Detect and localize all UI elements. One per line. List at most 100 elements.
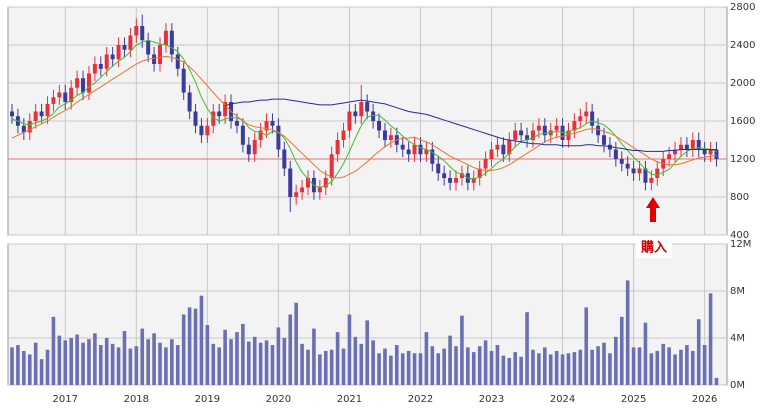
candle-body: [637, 168, 642, 174]
volume-bar: [548, 354, 553, 385]
volume-bar: [696, 319, 701, 385]
candle-body: [217, 111, 222, 117]
candle-body: [454, 178, 458, 183]
candle-body: [684, 144, 689, 150]
volume-bar: [400, 353, 405, 385]
candle-body: [317, 187, 322, 193]
candle-body: [489, 149, 494, 159]
volume-bar: [158, 342, 162, 385]
volume-bar: [241, 323, 245, 385]
volume-bar: [625, 280, 630, 385]
volume-bar: [33, 342, 38, 385]
volume-bar: [22, 350, 26, 385]
candle-body: [33, 111, 38, 121]
candle-body: [501, 144, 506, 155]
volume-bar: [146, 339, 150, 385]
candle-body: [353, 111, 358, 117]
candle-body: [418, 144, 423, 155]
y-tick-label: 2800: [730, 2, 755, 13]
candle-body: [306, 178, 310, 188]
volume-bar: [359, 343, 364, 385]
y-tick-label: 800: [730, 192, 749, 203]
volume-bar: [45, 349, 50, 385]
volume-bar: [229, 339, 233, 385]
volume-bar: [483, 340, 488, 385]
volume-bar: [217, 347, 221, 385]
volume-bar: [306, 349, 310, 385]
volume-bar: [341, 348, 346, 385]
volume-bar: [691, 350, 695, 385]
moving-average-line: [11, 39, 717, 189]
volume-bar: [537, 353, 541, 385]
volume-bar: [454, 346, 458, 385]
volume-bar: [383, 348, 387, 385]
y-tick-label: 400: [730, 230, 749, 241]
volume-bar: [335, 332, 340, 385]
volume-bar: [560, 354, 565, 385]
y-tick-label: 2400: [730, 40, 755, 51]
x-tick-label: 2019: [195, 394, 220, 405]
candle-body: [294, 192, 299, 197]
candle-body: [702, 149, 707, 155]
volume-bar: [667, 347, 671, 385]
volume-bar: [649, 353, 654, 385]
candle-body: [359, 102, 364, 117]
volume-bar: [655, 350, 660, 385]
y-tick-label: 8M: [730, 286, 745, 297]
volume-bar: [199, 295, 204, 385]
volume-bar: [170, 339, 174, 385]
candle-body: [424, 149, 429, 155]
volume-bar: [389, 355, 393, 385]
candle-body: [436, 163, 441, 174]
volume-bar: [572, 352, 577, 385]
candle-body: [134, 26, 139, 36]
candle-body: [649, 178, 654, 183]
volume-bar: [466, 347, 470, 385]
y-tick-label: 2000: [730, 78, 755, 89]
candle-body: [477, 168, 482, 178]
y-tick-label: 4M: [730, 333, 745, 344]
candle-body: [507, 140, 512, 155]
candle-body: [525, 135, 530, 140]
annotation-box: [636, 238, 672, 258]
volume-bar: [152, 333, 156, 385]
volume-bar: [631, 347, 636, 385]
volume-bar: [104, 338, 109, 385]
candle-body: [643, 168, 648, 183]
candle-body: [163, 30, 168, 45]
candle-body: [513, 130, 518, 140]
volume-bar: [608, 353, 612, 385]
candle-body: [566, 130, 571, 140]
volume-bar: [584, 307, 589, 385]
candle-body: [81, 78, 86, 93]
candle-body: [86, 73, 91, 93]
volume-bar: [10, 347, 14, 385]
candle-body: [341, 130, 346, 140]
volume-bar: [371, 340, 375, 385]
volume-bar: [489, 350, 494, 385]
candle-body: [264, 121, 269, 131]
volume-bar: [643, 322, 648, 385]
candle-body: [690, 140, 695, 150]
candle-body: [554, 125, 559, 131]
volume-bar: [270, 345, 275, 385]
x-tick-label: 2017: [53, 394, 78, 405]
volume-bar: [661, 343, 665, 385]
candle-body: [442, 173, 447, 178]
candle-body: [536, 125, 541, 131]
candle-body: [678, 144, 683, 150]
candle-body: [223, 102, 228, 117]
volume-bar: [329, 349, 334, 385]
volume-bar: [75, 334, 79, 385]
volume-bar: [258, 342, 263, 385]
x-tick-label: 2020: [266, 394, 291, 405]
candle-body: [655, 168, 660, 178]
candle-body: [708, 149, 713, 155]
moving-average-line: [11, 55, 717, 179]
volume-bar: [566, 353, 571, 385]
candle-body: [92, 64, 97, 74]
y-tick-label: 1200: [730, 154, 755, 165]
candle-body: [382, 130, 387, 140]
candle-body: [613, 149, 618, 159]
